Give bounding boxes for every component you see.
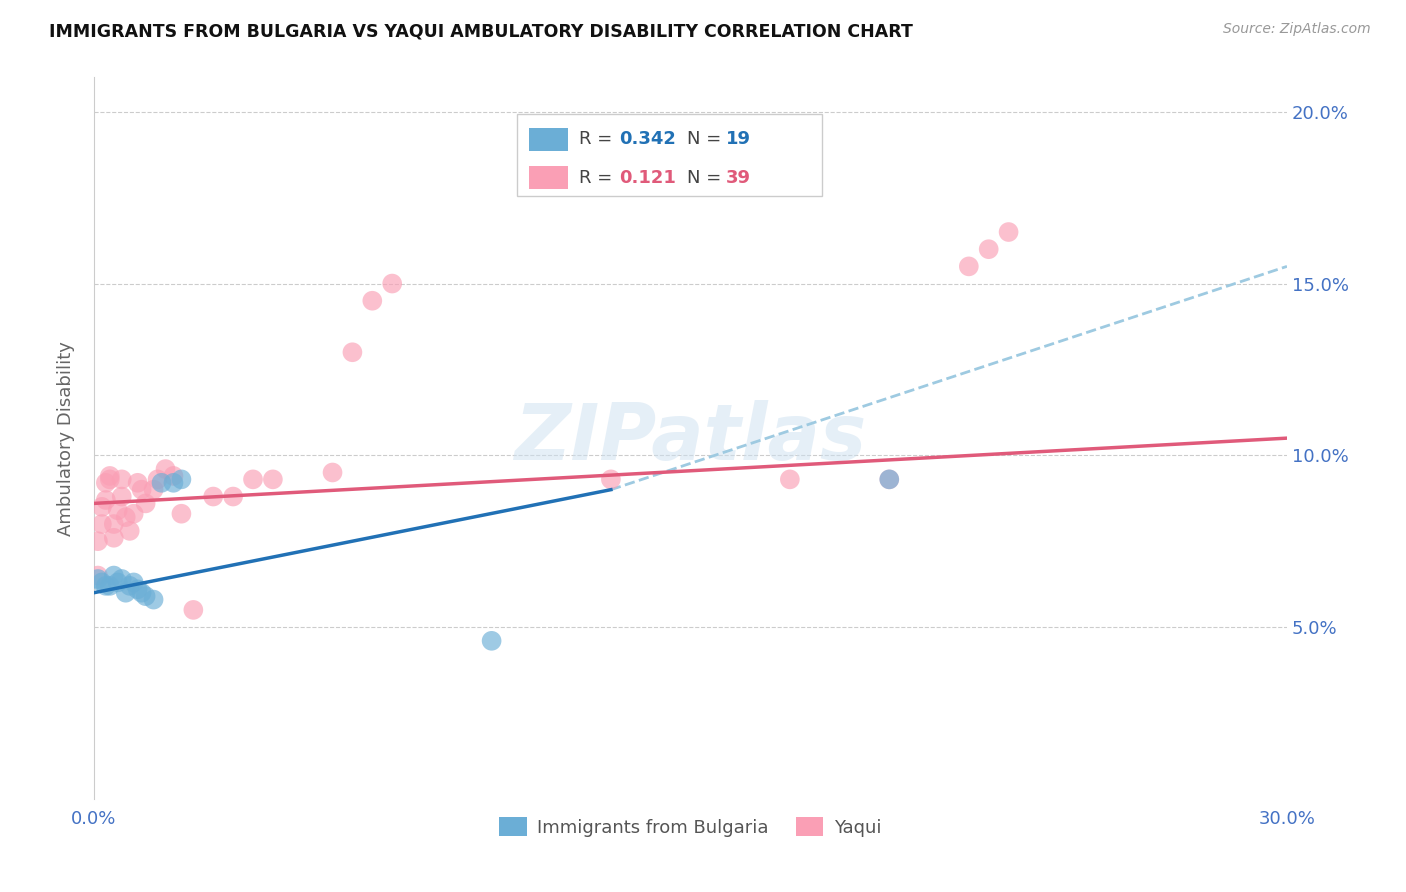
Point: [94, 579, 117, 593]
Point: [87, 572, 110, 586]
Point: [481, 633, 503, 648]
Point: [262, 472, 284, 486]
Text: 19: 19: [727, 130, 751, 148]
Point: [131, 585, 153, 599]
Point: [122, 507, 145, 521]
Text: 0.121: 0.121: [619, 169, 676, 186]
Point: [142, 483, 165, 497]
Point: [162, 469, 184, 483]
Point: [103, 516, 125, 531]
Point: [94, 475, 117, 490]
Point: [779, 472, 801, 486]
Point: [118, 579, 141, 593]
FancyBboxPatch shape: [530, 128, 568, 151]
Point: [381, 277, 404, 291]
Text: ZIPatlas: ZIPatlas: [515, 401, 866, 476]
Point: [98, 469, 121, 483]
Point: [877, 472, 900, 486]
Point: [98, 579, 121, 593]
Text: R =: R =: [579, 169, 624, 186]
Point: [111, 472, 134, 486]
Point: [155, 462, 177, 476]
Point: [142, 592, 165, 607]
Point: [183, 603, 205, 617]
Text: Source: ZipAtlas.com: Source: ZipAtlas.com: [1223, 22, 1371, 37]
Y-axis label: Ambulatory Disability: Ambulatory Disability: [58, 341, 75, 535]
Point: [94, 493, 117, 508]
Text: IMMIGRANTS FROM BULGARIA VS YAQUI AMBULATORY DISABILITY CORRELATION CHART: IMMIGRANTS FROM BULGARIA VS YAQUI AMBULA…: [49, 22, 912, 40]
Point: [103, 568, 125, 582]
Point: [90, 500, 112, 514]
Point: [90, 516, 112, 531]
Point: [146, 472, 169, 486]
Text: 0.342: 0.342: [619, 130, 676, 148]
Point: [111, 572, 134, 586]
Point: [135, 496, 157, 510]
Point: [242, 472, 264, 486]
Legend: Immigrants from Bulgaria, Yaqui: Immigrants from Bulgaria, Yaqui: [492, 810, 889, 844]
Point: [361, 293, 384, 308]
Point: [114, 510, 136, 524]
Point: [87, 568, 110, 582]
Text: 39: 39: [727, 169, 751, 186]
Point: [877, 472, 900, 486]
Point: [107, 575, 129, 590]
Point: [118, 524, 141, 538]
Point: [170, 472, 193, 486]
Point: [322, 466, 344, 480]
Point: [997, 225, 1019, 239]
Point: [170, 507, 193, 521]
Point: [122, 575, 145, 590]
FancyBboxPatch shape: [517, 113, 821, 196]
Point: [90, 575, 112, 590]
Point: [103, 531, 125, 545]
Point: [111, 490, 134, 504]
Point: [600, 472, 623, 486]
Point: [127, 582, 149, 597]
Point: [135, 589, 157, 603]
Point: [127, 475, 149, 490]
Point: [977, 242, 1000, 256]
Point: [150, 475, 173, 490]
Point: [131, 483, 153, 497]
Point: [957, 260, 980, 274]
Point: [98, 472, 121, 486]
Text: N =: N =: [688, 169, 727, 186]
Point: [114, 585, 136, 599]
Text: N =: N =: [688, 130, 727, 148]
Point: [222, 490, 245, 504]
Point: [342, 345, 364, 359]
Text: R =: R =: [579, 130, 619, 148]
Point: [87, 534, 110, 549]
Point: [162, 475, 184, 490]
Point: [107, 503, 129, 517]
Point: [202, 490, 225, 504]
FancyBboxPatch shape: [530, 166, 568, 189]
